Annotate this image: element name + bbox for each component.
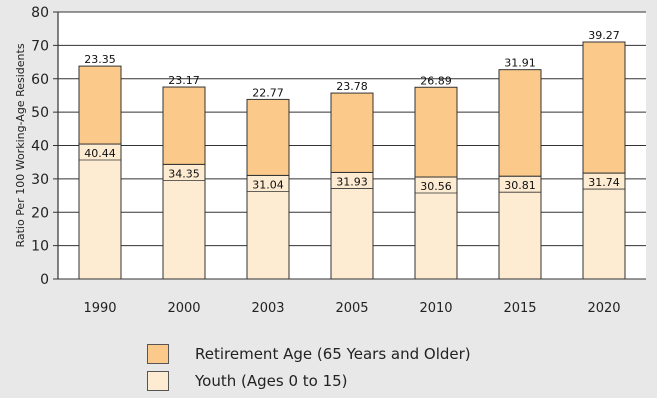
bar-retirement bbox=[78, 65, 122, 145]
bar-youth bbox=[246, 174, 290, 280]
data-label-retirement: 31.91 bbox=[504, 57, 536, 70]
data-label-retirement: 23.35 bbox=[84, 53, 116, 66]
bar-retirement bbox=[414, 86, 458, 178]
x-tick-label: 2020 bbox=[587, 301, 620, 316]
data-label-youth: 30.81 bbox=[504, 179, 536, 192]
x-tick-label: 2005 bbox=[335, 301, 368, 316]
y-tick-label: 50 bbox=[31, 105, 49, 121]
legend-swatch-retirement bbox=[147, 343, 169, 364]
x-tick-label: 2010 bbox=[419, 301, 452, 316]
data-label-retirement: 26.89 bbox=[420, 74, 452, 87]
x-tick-label: 1990 bbox=[83, 301, 116, 316]
data-label-youth: 31.93 bbox=[336, 175, 368, 188]
y-axis-title: Ratio Per 100 Working-Age Residents bbox=[14, 43, 27, 247]
x-tick-label: 2000 bbox=[167, 301, 200, 316]
data-label-youth: 30.56 bbox=[420, 180, 452, 193]
y-tick-label: 10 bbox=[31, 239, 49, 255]
bar-youth bbox=[330, 171, 374, 280]
bar-youth bbox=[582, 172, 626, 280]
x-tick-label: 2015 bbox=[503, 301, 536, 316]
data-label-retirement: 23.78 bbox=[336, 80, 368, 93]
y-tick-label: 70 bbox=[31, 38, 49, 54]
y-tick-label: 40 bbox=[31, 139, 49, 155]
data-label-youth: 31.04 bbox=[252, 178, 284, 191]
bar-retirement bbox=[582, 41, 626, 174]
x-tick-label: 2003 bbox=[251, 301, 284, 316]
legend-label-youth: Youth (Ages 0 to 15) bbox=[195, 371, 348, 390]
data-label-youth: 40.44 bbox=[84, 147, 116, 160]
bar-youth bbox=[498, 175, 542, 280]
y-tick-label: 30 bbox=[31, 172, 49, 188]
data-label-youth: 31.74 bbox=[588, 176, 620, 189]
legend-swatch-youth bbox=[147, 370, 169, 391]
bar-youth bbox=[414, 176, 458, 280]
bar-youth bbox=[162, 163, 206, 280]
data-label-retirement: 22.77 bbox=[252, 86, 284, 99]
data-label-youth: 34.35 bbox=[168, 167, 200, 180]
y-tick-label: 80 bbox=[31, 5, 49, 21]
bar-retirement bbox=[162, 86, 206, 165]
legend-item-youth: Youth (Ages 0 to 15) bbox=[147, 370, 471, 391]
bar-retirement bbox=[246, 98, 290, 176]
y-tick-label: 0 bbox=[40, 272, 49, 288]
bar-retirement bbox=[498, 69, 542, 177]
legend-item-retirement: Retirement Age (65 Years and Older) bbox=[147, 343, 471, 364]
legend: Retirement Age (65 Years and Older) Yout… bbox=[147, 343, 471, 397]
legend-label-retirement: Retirement Age (65 Years and Older) bbox=[195, 344, 471, 363]
bar-youth bbox=[78, 143, 122, 280]
bar-retirement bbox=[330, 92, 374, 173]
y-tick-label: 60 bbox=[31, 72, 49, 88]
stacked-bar-chart: 0 10 20 30 40 50 60 70 80 Ratio Per 100 Working-A… bbox=[14, 5, 646, 316]
data-label-retirement: 39.27 bbox=[588, 29, 620, 42]
data-label-retirement: 23.17 bbox=[168, 74, 200, 87]
y-tick-label: 20 bbox=[31, 205, 49, 221]
